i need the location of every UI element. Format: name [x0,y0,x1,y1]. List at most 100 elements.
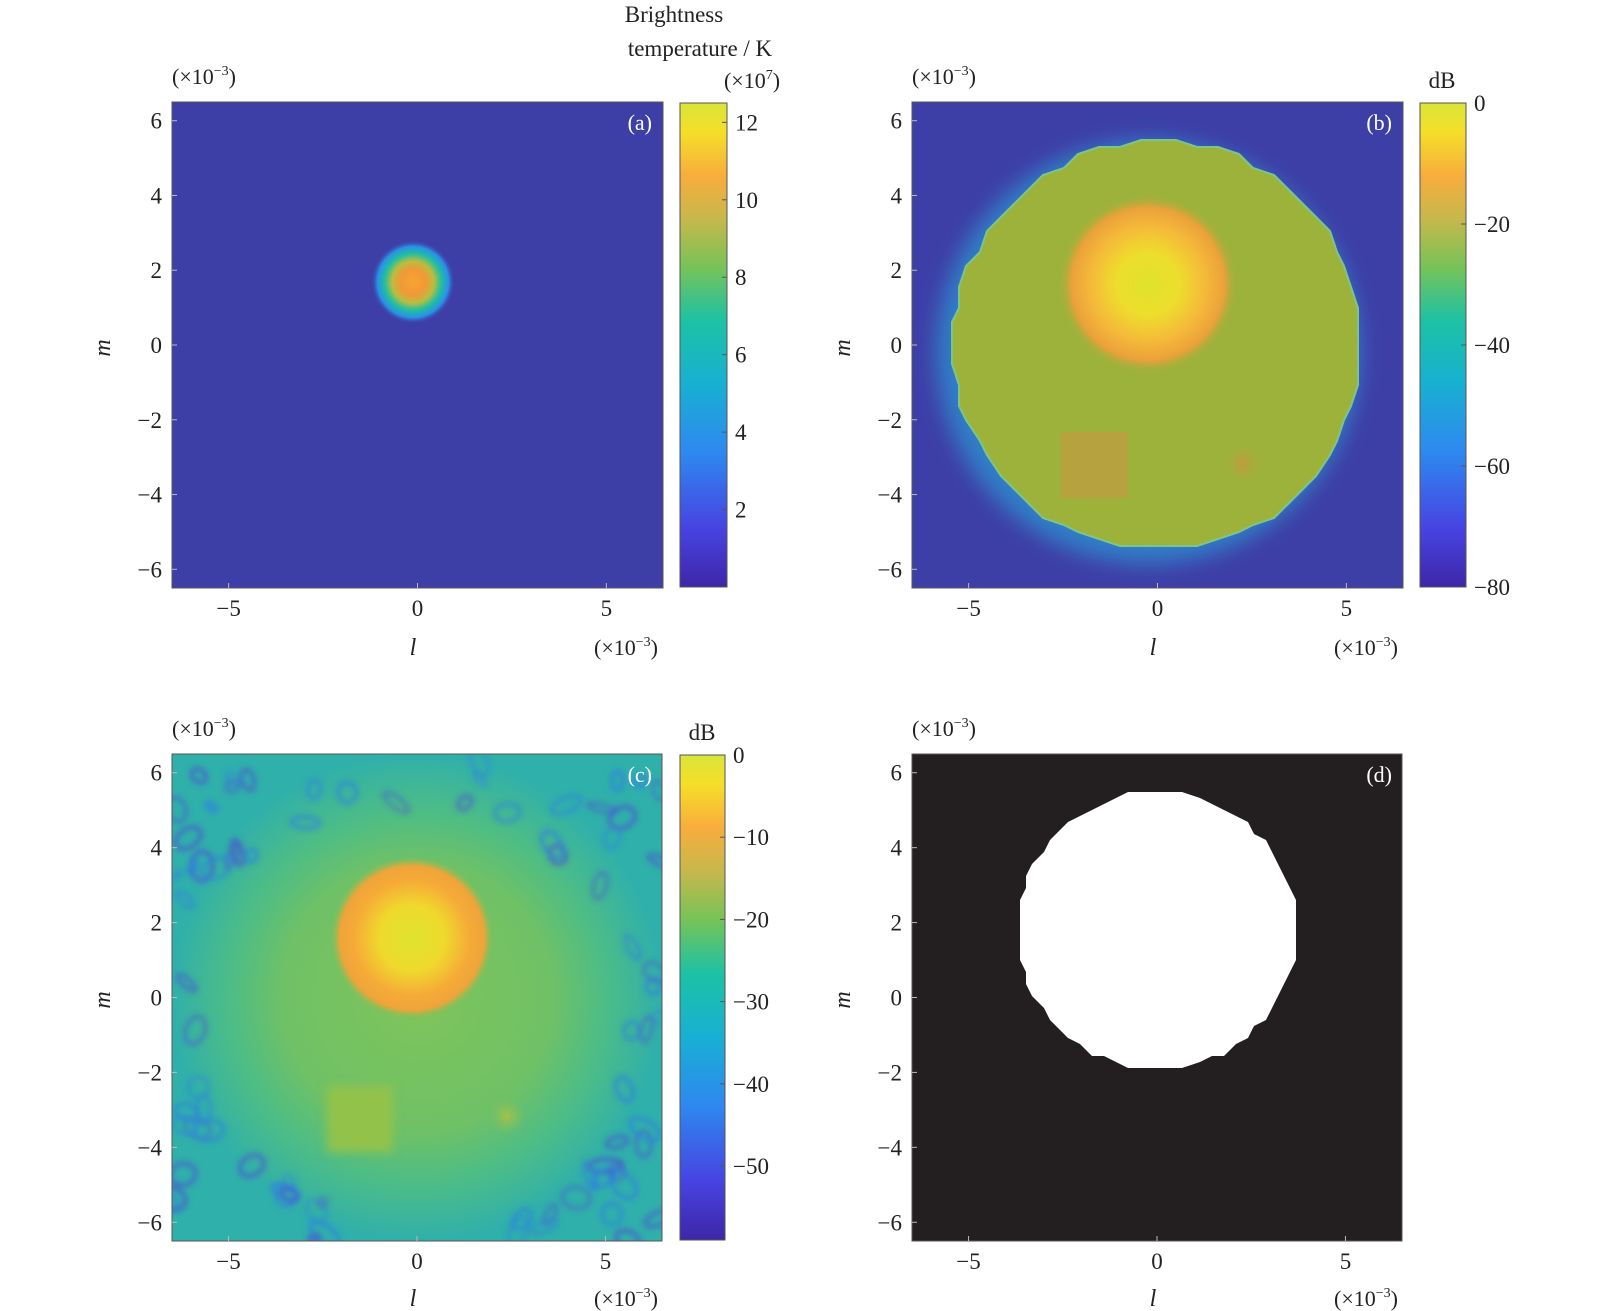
y-tick-label: 0 [891,986,903,1011]
sidelobe-blob [591,871,609,900]
panel-c-x-scale: (×10−3) [594,1286,658,1311]
panel-a: (a) (×10−3) (×10−3) l m −5 0 5 −6 −4 −2 0 2 4 6 2… [90,2,780,661]
panel-b-bright-spot [1058,194,1238,374]
x-tick-label: −5 [216,1249,240,1274]
panel-b-ticks: −5 0 5 −6 −4 −2 0 2 4 6 [878,109,1353,621]
y-tick-label: 0 [891,333,903,358]
panel-a-background [172,102,663,588]
sidelobe-blob [632,774,648,789]
panel-a-colorbar-title-1: Brightness [625,2,723,27]
panel-d: (d) (×10−3) (×10−3) l m −5 0 5 −6 −4 −2 0 2 4 6 [830,716,1403,1311]
x-tick-label: −5 [216,596,240,621]
colorbar-tick-label: 2 [735,498,747,523]
sidelobe-blob [204,800,219,813]
sidelobe-blob [173,1102,199,1122]
sidelobe-blob [560,1185,592,1210]
panel-d-y-scale: (×10−3) [912,716,976,741]
panel-b-square-source [1061,432,1128,498]
panel-d-ticks: −5 0 5 −6 −4 −2 0 2 4 6 [878,761,1352,1274]
y-tick-label: −4 [138,1135,163,1160]
panel-d-ylabel: m [830,991,856,1008]
sidelobe-blob [467,754,491,777]
sidelobe-blob [305,1198,328,1223]
y-tick-label: 2 [891,911,903,936]
y-tick-label: −4 [878,1135,903,1160]
panel-c-square-source [327,1086,393,1152]
colorbar-tick-label: −50 [733,1154,769,1179]
sidelobe-blob [639,1015,654,1044]
colorbar-tick-label: 4 [735,420,747,445]
colorbar-tick-label: −60 [1474,454,1510,479]
sidelobe-blob [172,1185,188,1212]
x-tick-label: 0 [1151,1249,1163,1274]
sidelobe-blob [173,825,203,851]
colorbar-tick-label: 8 [735,265,747,290]
panel-b-x-scale: (×10−3) [1334,635,1398,660]
x-tick-label: 0 [412,596,424,621]
y-tick-label: −6 [138,557,162,582]
y-tick-label: 6 [891,761,903,786]
sidelobe-blob [607,805,637,831]
panel-c-colorbar-title: dB [689,720,716,745]
sidelobe-blob [186,1075,210,1099]
sidelobe-blob [175,973,198,993]
colorbar-tick-label: −30 [733,990,769,1015]
sidelobe-blob [602,826,622,850]
sidelobe-blob [224,770,242,789]
panel-b-colorbar-title: dB [1429,68,1456,93]
colorbar-tick-label: −40 [1474,333,1510,358]
x-tick-label: 5 [601,596,613,621]
sidelobe-blob [307,1232,322,1241]
sidelobe-blob [614,1228,642,1241]
y-tick-label: 0 [151,986,163,1011]
sidelobe-blob [172,868,183,881]
sidelobe-blob [172,1161,198,1187]
sidelobe-blob [224,779,239,794]
x-tick-label: 5 [600,1249,612,1274]
panel-b-colorbar [1419,102,1467,588]
sidelobe-blob [539,829,566,860]
y-tick-label: 4 [151,836,163,861]
sidelobe-blob [493,802,522,824]
y-tick-label: −4 [138,483,163,508]
panel-a-colorbar-scale: (×107) [724,68,780,93]
sidelobe-blob [586,1157,625,1175]
sidelobe-blob [623,933,642,961]
sidelobe-blob [456,794,474,812]
panel-a-label: (a) [628,110,652,135]
panel-b-small-source [1221,442,1265,486]
panel-c-xlabel: l [410,1286,417,1311]
panel-d-label: (d) [1366,762,1392,787]
sidelobe-blob [186,858,199,876]
sidelobe-blob [581,1160,599,1191]
panel-a-xlabel: l [410,635,417,661]
sidelobe-blob [622,1020,642,1042]
y-tick-label: −6 [138,1210,162,1235]
panel-a-colorbar [679,102,728,588]
panel-a-x-scale: (×10−3) [594,635,658,660]
colorbar-tick-label: 0 [733,743,745,768]
panel-c-ticks: −5 0 5 −6 −4 −2 0 2 4 6 [138,761,612,1274]
sidelobe-blob [628,1116,662,1143]
colorbar-tick-label: −40 [733,1072,769,1097]
sidelobe-blob [243,847,259,864]
colorbar-tick-label: −10 [733,825,769,850]
x-tick-label: 0 [411,1249,423,1274]
panel-c-ylabel: m [90,991,116,1008]
sidelobe-blob [289,815,322,830]
panel-c-y-scale: (×10−3) [172,716,236,741]
y-tick-label: −4 [878,483,903,508]
panel-b-colorbar-ticks: 0 −20 −40 −60 −80 [1461,91,1510,600]
panel-b-y-scale: (×10−3) [912,64,976,89]
y-tick-label: 6 [891,109,903,134]
x-tick-label: 5 [1341,596,1353,621]
sidelobe-blob [652,1010,662,1026]
y-tick-label: 4 [891,836,903,861]
sidelobe-blob [634,1129,653,1159]
x-tick-label: 5 [1340,1249,1352,1274]
y-tick-label: −2 [878,1060,902,1085]
colorbar-tick-label: 12 [735,110,758,135]
